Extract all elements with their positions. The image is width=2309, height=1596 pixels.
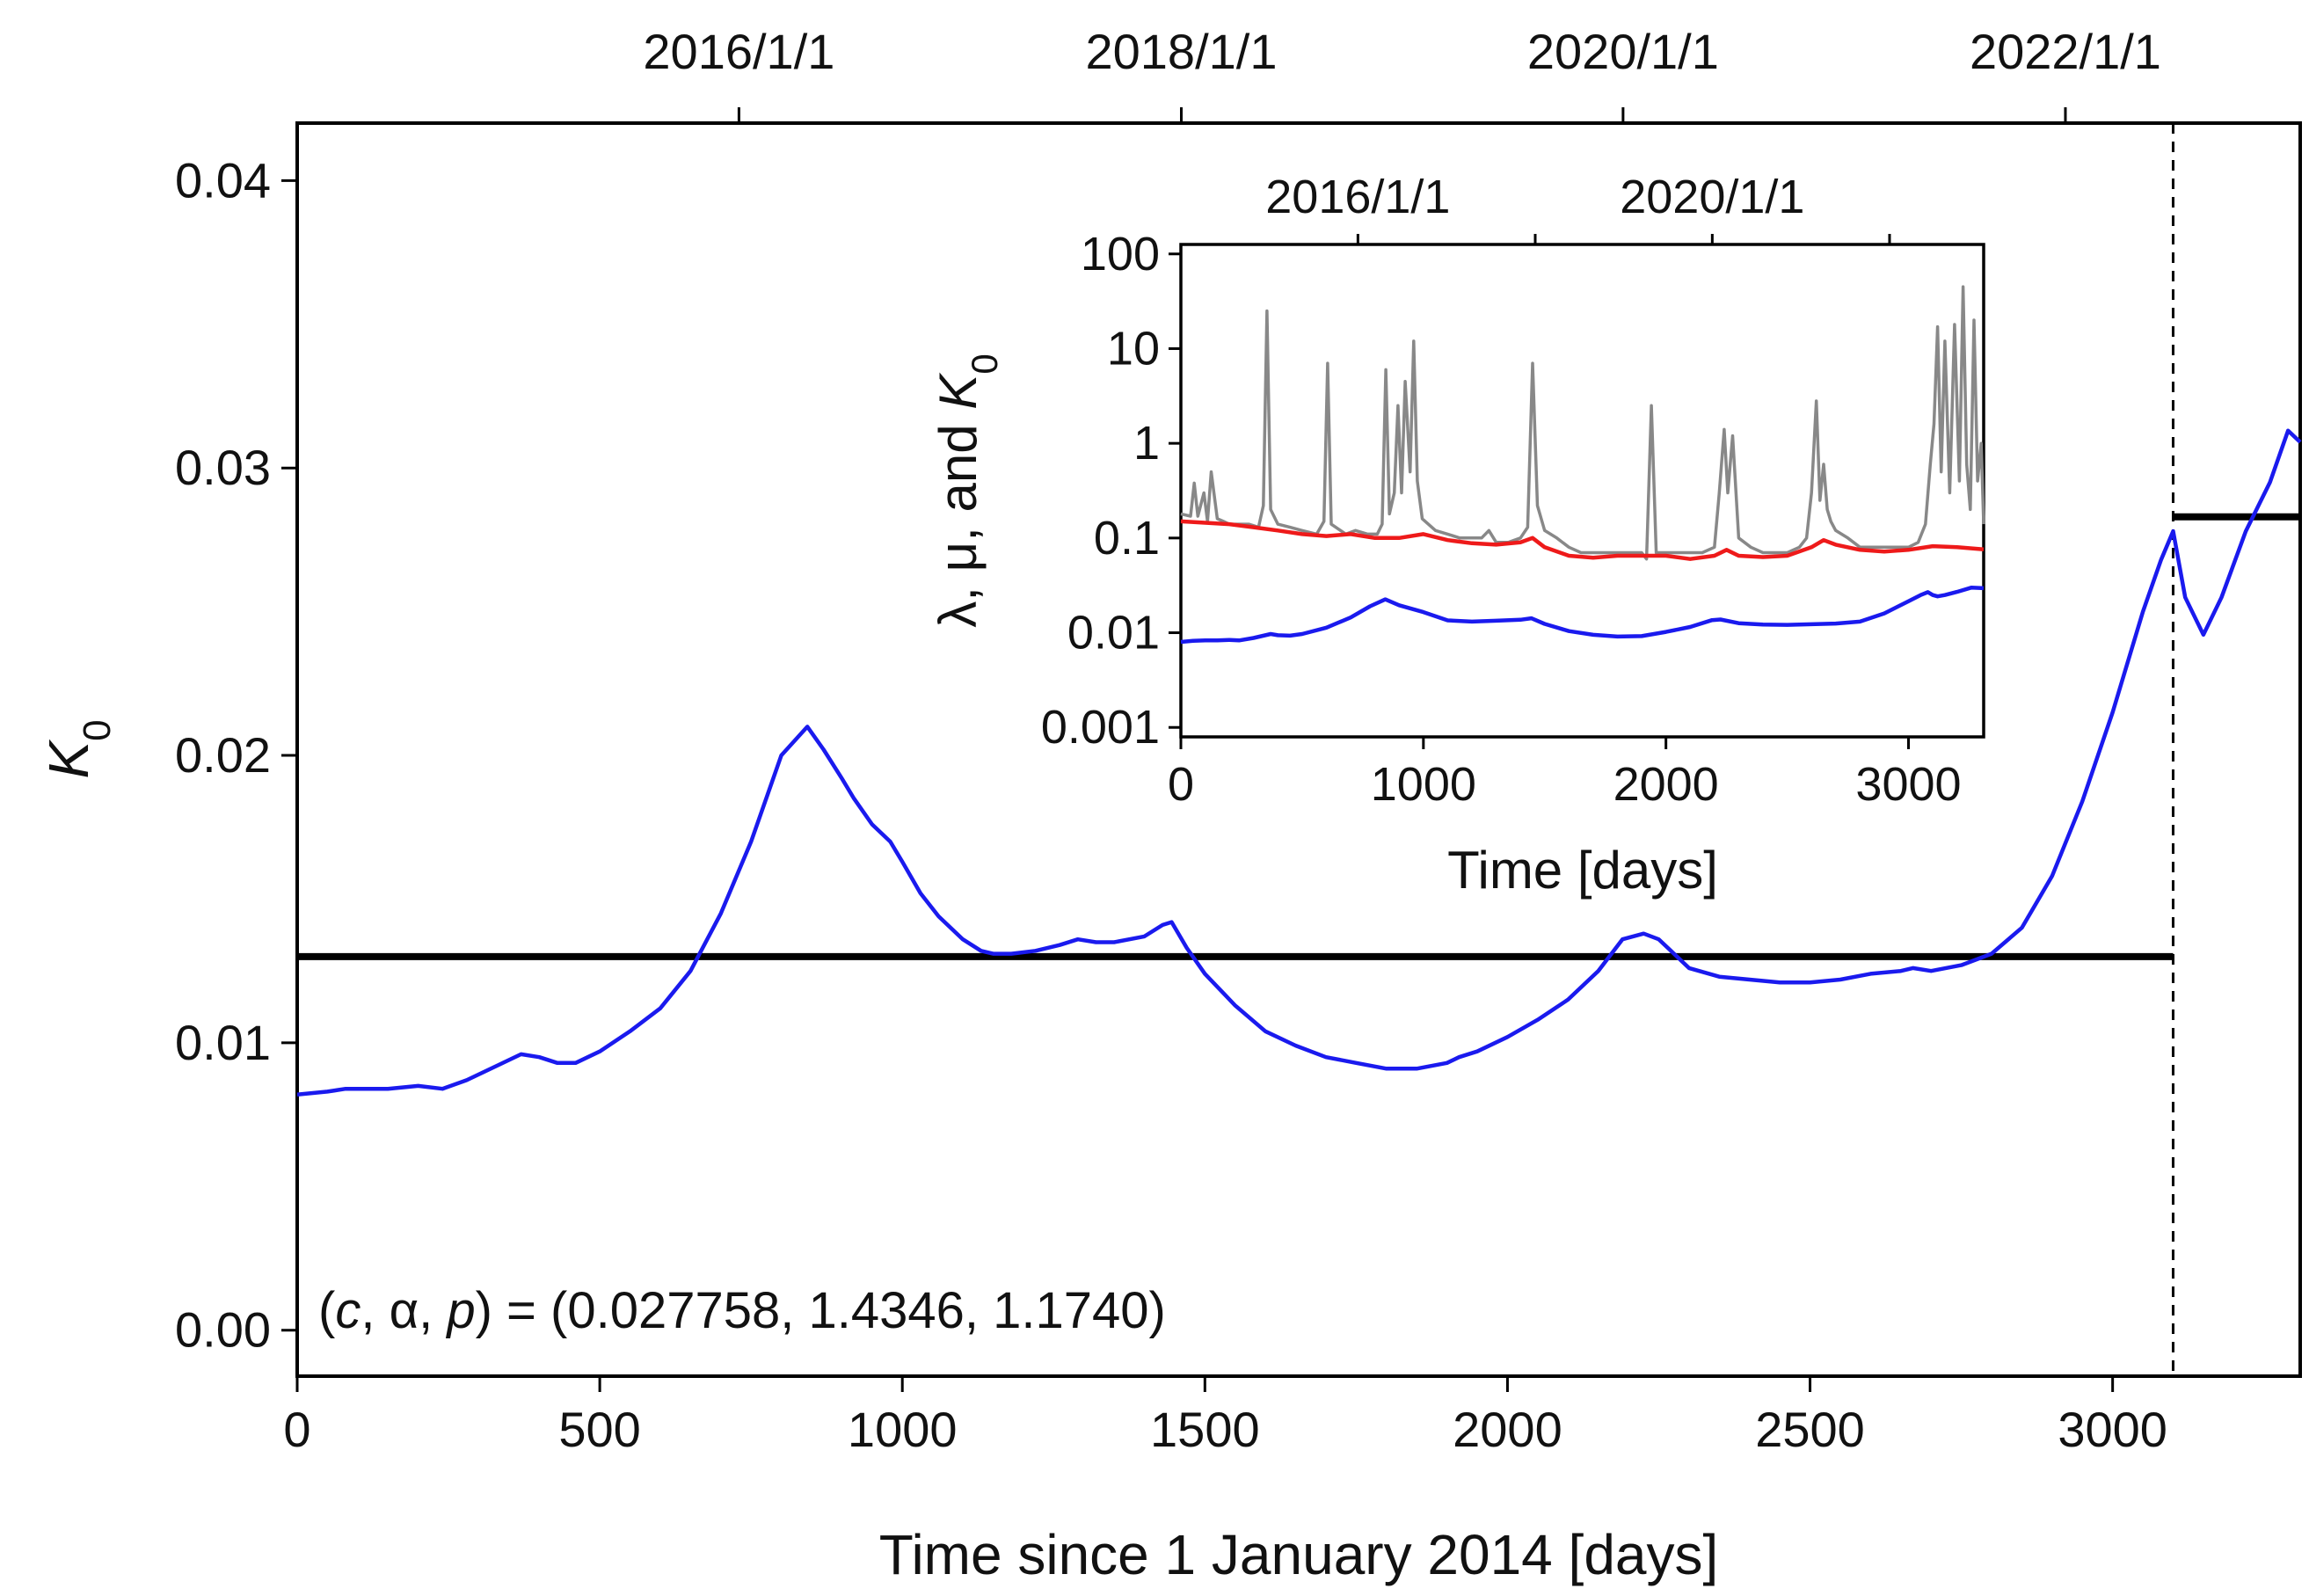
main-x-axis: 0 500 1000 1500 2000 2500 3000 <box>283 1376 2167 1457</box>
inset-y-tick-label: 0.01 <box>1067 607 1160 660</box>
main-y-tick-label: 0.02 <box>175 727 271 783</box>
inset-x-tick-label: 1000 <box>1371 758 1476 811</box>
inset-top-tick-label: 2016/1/1 <box>1265 171 1450 223</box>
inset-k0-series-line <box>1180 585 1985 645</box>
inset-top-tick-label: 2020/1/1 <box>1620 171 1804 223</box>
main-plot-frame <box>295 121 2302 1378</box>
inset-y-tick-label: 100 <box>1081 228 1160 281</box>
inset-y-tick-label: 1 <box>1133 417 1160 470</box>
parameter-annotation: (c, α, p) = (0.027758, 1.4346, 1.1740) <box>318 1282 1166 1339</box>
main-k0-series-line <box>296 428 2302 1097</box>
inset-x-axis-title: Time [days] <box>1447 841 1718 900</box>
inset-x-tick-label: 2000 <box>1613 758 1719 811</box>
main-x-axis-title: Time since 1 January 2014 [days] <box>879 1523 1719 1586</box>
main-y-tick-label: 0.04 <box>175 152 271 208</box>
inset-y-tick-label: 10 <box>1107 322 1160 375</box>
inset-y-tick-label: 0.1 <box>1094 512 1160 565</box>
main-x-tick-label: 3000 <box>2058 1402 2167 1457</box>
inset-background <box>1002 207 2005 805</box>
main-top-tick-label: 2018/1/1 <box>1085 24 1277 79</box>
inset-panel: 0 1000 2000 3000 0.001 0.01 0.1 1 10 100 2016/1/… <box>929 171 2005 900</box>
inset-x-tick-label: 3000 <box>1855 758 1961 811</box>
inset-y-axis: 0.001 0.01 0.1 1 10 100 <box>1041 228 1181 754</box>
main-y-axis-title: K0 <box>37 719 119 778</box>
inset-x-axis: 0 1000 2000 3000 <box>1168 737 1962 811</box>
main-x-tick-label: 1500 <box>1150 1402 1260 1457</box>
main-top-tick-label: 2020/1/1 <box>1527 24 1719 79</box>
main-y-tick-label: 0.03 <box>175 440 271 495</box>
inset-y-axis-title: λ, μ, and K0 <box>929 353 1005 627</box>
inset-series-lines <box>1180 285 1985 645</box>
main-top-tick-label: 2022/1/1 <box>1970 24 2161 79</box>
main-x-tick-label: 1000 <box>848 1402 958 1457</box>
main-top-date-axis: 2016/1/1 2018/1/1 2020/1/1 2022/1/1 <box>643 24 2161 123</box>
main-x-tick-label: 0 <box>283 1402 310 1457</box>
main-x-tick-label: 2000 <box>1453 1402 1562 1457</box>
main-x-tick-label: 2500 <box>1755 1402 1865 1457</box>
inset-x-tick-label: 0 <box>1168 758 1194 811</box>
inset-lambda-series-line <box>1180 285 1985 561</box>
inset-mu-series-line <box>1180 519 1985 561</box>
main-top-tick-label: 2016/1/1 <box>643 24 834 79</box>
main-x-tick-label: 500 <box>558 1402 640 1457</box>
main-panel: 0 500 1000 1500 2000 2500 3000 0.000.010.020.0… <box>37 24 2302 1586</box>
main-y-axis: 0.00 0.01 0.02 0.03 0.04 <box>175 152 297 1358</box>
main-y-tick-label: 0.01 <box>175 1015 271 1070</box>
main-y-tick-label: 0.00 <box>175 1302 271 1358</box>
inset-top-date-axis: 2016/1/1 2020/1/1 <box>1265 171 1891 244</box>
main-reference-lines <box>297 123 2300 1376</box>
inset-y-tick-label: 0.001 <box>1041 701 1160 754</box>
